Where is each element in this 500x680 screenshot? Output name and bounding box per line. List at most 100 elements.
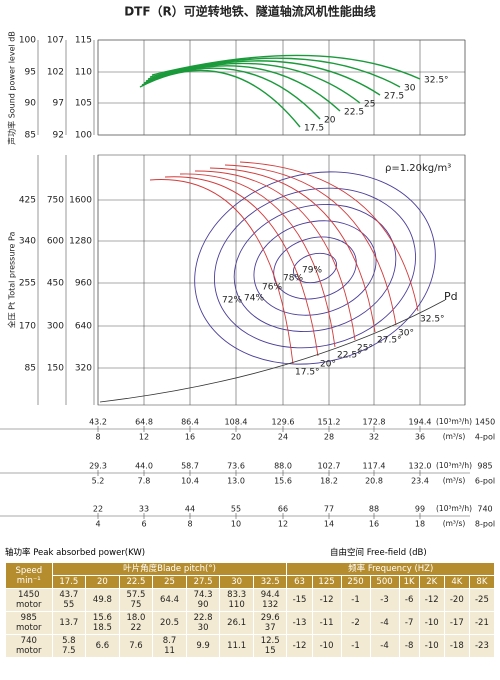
scale-label: 32 xyxy=(369,433,379,442)
cell-line: 20.5 xyxy=(160,618,179,628)
power: 18.0 22 xyxy=(118,611,154,635)
scale-unit: (m³/s) xyxy=(443,519,466,528)
scale-unit: (10³m³/h) xyxy=(436,417,472,426)
freq: 4K xyxy=(443,575,470,589)
power: 74.3 90 xyxy=(185,588,221,612)
blade-angle: 32.5° xyxy=(424,76,449,86)
power: 20.5 xyxy=(152,611,187,635)
sound: -8 xyxy=(398,634,420,658)
scale-label: 117.4 xyxy=(363,462,386,471)
cell-line: 64.4 xyxy=(160,595,179,605)
freq: 500 xyxy=(369,575,400,589)
density-label: ρ=1.20kg/m³ xyxy=(385,163,451,174)
blade-angle: 20° xyxy=(320,360,336,370)
power: 13.7 xyxy=(51,611,87,635)
pitch: 30 xyxy=(219,575,254,589)
cell-line: motor xyxy=(16,600,42,610)
tick-label: 600 xyxy=(47,237,64,247)
freq: 250 xyxy=(340,575,371,589)
sound: -1 xyxy=(340,588,371,612)
cell-line: 11.1 xyxy=(227,641,247,651)
tick-label: 640 xyxy=(75,322,92,332)
sound: -12 xyxy=(418,588,445,612)
scale-label: 14 xyxy=(324,520,334,529)
sound-curve xyxy=(149,57,401,88)
scale-label: 43.2 xyxy=(89,418,107,427)
scale-label: 8 xyxy=(187,520,192,529)
cell-line: 49.8 xyxy=(92,595,112,605)
cell-line: 985 xyxy=(20,613,37,623)
efficiency-contour xyxy=(213,187,417,349)
scale-unit: (10³m³/h) xyxy=(436,461,472,470)
sound-curve xyxy=(147,60,381,96)
sound: -4 xyxy=(369,611,400,635)
freq: 2K xyxy=(418,575,445,589)
power: 11.1 xyxy=(219,634,254,658)
blade-angle: 25 xyxy=(364,100,375,110)
efficiency-label: 76% xyxy=(262,283,282,293)
cell-line: 37 xyxy=(264,623,276,633)
power: 29.6 37 xyxy=(252,611,288,635)
cell-line: 7.6 xyxy=(129,641,143,651)
sound: -3 xyxy=(369,588,400,612)
power: 8.7 11 xyxy=(152,634,187,658)
sound: -12 xyxy=(311,588,342,612)
tick-label: 110 xyxy=(75,68,92,78)
scale-label: 58.7 xyxy=(181,462,199,471)
scale-label: 44.0 xyxy=(135,462,153,471)
scale-label: 23.4 xyxy=(411,477,429,486)
sound: -2 xyxy=(340,611,371,635)
title: DTF（R）可逆转地铁、隧道轴流风机性能曲线 xyxy=(124,4,376,19)
power: 5.8 7.5 xyxy=(51,634,87,658)
scale-label: 16 xyxy=(369,520,379,529)
pitch: 22.5 xyxy=(118,575,154,589)
scale-label: 36 xyxy=(415,433,425,442)
data-row: 1450 motor 43.7 55 49.8 57.5 75 64.4 74.3 90 83.3 1… xyxy=(5,588,496,612)
charts: DTF（R）可逆转地铁、隧道轴流风机性能曲线 100 107 115 95 102 110… xyxy=(0,4,495,529)
power: 9.9 xyxy=(185,634,221,658)
pitch-header: 叶片角度Blade pitch(°) xyxy=(51,562,288,576)
scale-label: 20 xyxy=(231,433,241,442)
tick-label: 100 xyxy=(75,131,92,141)
tick-label: 95 xyxy=(25,68,36,78)
sound: -20 xyxy=(443,588,470,612)
tick-label: 100 xyxy=(19,36,36,46)
cell-line: 7.5 xyxy=(62,646,76,656)
fan-curve xyxy=(209,167,376,333)
scale-tag: 740 xyxy=(477,505,492,514)
scale-label: 66 xyxy=(278,505,288,514)
power: 6.6 xyxy=(85,634,120,658)
cell-line: 15 xyxy=(264,646,276,656)
cell-line: 6.6 xyxy=(95,641,110,651)
tick-label: 340 xyxy=(19,237,36,247)
cell-line: 8.7 xyxy=(162,636,177,646)
cell-line: 15.6 xyxy=(92,613,112,623)
cell-line: 57.5 xyxy=(126,590,146,600)
cell-line: min⁻¹ xyxy=(16,575,41,586)
fan-curve xyxy=(164,176,319,357)
sound-curve xyxy=(151,54,421,80)
cell-line: 90 xyxy=(197,600,209,610)
scale-label: 18.2 xyxy=(320,477,338,486)
speed-header: Speed min⁻¹ xyxy=(5,562,53,589)
sound: -10 xyxy=(418,634,445,658)
sound: -11 xyxy=(311,611,342,635)
power: 94.4 132 xyxy=(252,588,288,612)
scale-label: 44 xyxy=(185,505,195,514)
fan-curve xyxy=(194,170,356,341)
tick-label: 150 xyxy=(47,364,64,374)
power: 64.4 xyxy=(152,588,187,612)
cell-line: 22.8 xyxy=(193,613,213,623)
fan-curve xyxy=(179,173,336,348)
cell-line: 26.1 xyxy=(227,618,247,628)
blade-angle: 25° xyxy=(357,344,373,354)
cell-line: 29.6 xyxy=(260,613,280,623)
freq: 63 xyxy=(286,575,313,589)
cell-line: 132 xyxy=(262,600,279,610)
freq-header: 频率 Frequency (HZ) xyxy=(286,562,495,576)
cell-line: 11 xyxy=(164,646,175,656)
scale-label: 8 xyxy=(95,433,100,442)
scale-label: 20.8 xyxy=(365,477,383,486)
power: 22.8 30 xyxy=(185,611,221,635)
scale-label: 88 xyxy=(369,505,379,514)
